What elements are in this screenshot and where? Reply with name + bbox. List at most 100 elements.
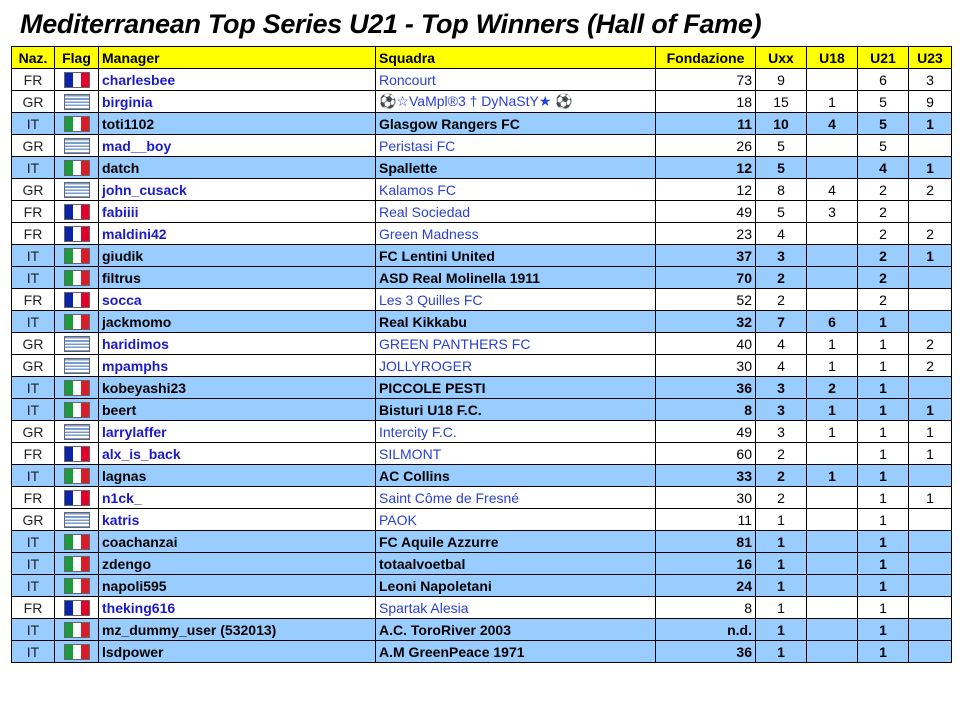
uxx-wins-cell: 8	[755, 178, 807, 201]
team-link[interactable]: A.C. ToroRiver 2003	[375, 618, 656, 641]
team-link[interactable]: Real Sociedad	[375, 200, 656, 223]
team-link[interactable]: Les 3 Quilles FC	[375, 288, 656, 311]
manager-link[interactable]: jackmomo	[98, 310, 376, 333]
team-link[interactable]: FC Aquile Azzurre	[375, 530, 656, 553]
manager-link[interactable]: kobeyashi23	[98, 376, 376, 399]
column-header-u21[interactable]: U21	[857, 46, 909, 69]
team-link[interactable]: FC Lentini United	[375, 244, 656, 267]
manager-link[interactable]: theking616	[98, 596, 376, 619]
uxx-wins-cell: 1	[755, 618, 807, 641]
u21-wins-cell: 1	[857, 464, 909, 487]
u23-wins-cell	[908, 134, 952, 157]
u21-wins-cell: 2	[857, 266, 909, 289]
team-link[interactable]: SILMONT	[375, 442, 656, 465]
team-link[interactable]: Leoni Napoletani	[375, 574, 656, 597]
team-link[interactable]: AC Collins	[375, 464, 656, 487]
team-link[interactable]: Spallette	[375, 156, 656, 179]
manager-link[interactable]: coachanzai	[98, 530, 376, 553]
team-link[interactable]: Real Kikkabu	[375, 310, 656, 333]
u21-wins-cell: 2	[857, 222, 909, 245]
manager-link[interactable]: n1ck_	[98, 486, 376, 509]
manager-link[interactable]: mad__boy	[98, 134, 376, 157]
manager-link[interactable]: filtrus	[98, 266, 376, 289]
u18-wins-cell	[806, 222, 858, 245]
u23-wins-cell: 3	[908, 68, 952, 91]
foundation-cell: 37	[655, 244, 756, 267]
team-link[interactable]: Roncourt	[375, 68, 656, 91]
manager-link[interactable]: socca	[98, 288, 376, 311]
column-header-fondazione[interactable]: Fondazione	[655, 46, 756, 69]
team-link[interactable]: ⚽☆VaMpl®3 † DyNaStY★ ⚽	[375, 90, 656, 113]
manager-link[interactable]: lsdpower	[98, 640, 376, 663]
manager-link[interactable]: alx_is_back	[98, 442, 376, 465]
manager-link[interactable]: datch	[98, 156, 376, 179]
team-link[interactable]: A.M GreenPeace 1971	[375, 640, 656, 663]
flag-gr-icon	[63, 182, 90, 199]
table-row: FR maldini42 Green Madness 23 4 2 2	[11, 222, 952, 245]
manager-link[interactable]: birginia	[98, 90, 376, 113]
manager-link[interactable]: mpamphs	[98, 354, 376, 377]
team-link[interactable]: Peristasi FC	[375, 134, 656, 157]
flag-cell	[54, 640, 99, 663]
flag-fr-icon	[63, 204, 90, 221]
table-row: FR charlesbee Roncourt 73 9 6 3	[11, 68, 952, 91]
manager-link[interactable]: zdengo	[98, 552, 376, 575]
manager-link[interactable]: toti1102	[98, 112, 376, 135]
manager-link[interactable]: charlesbee	[98, 68, 376, 91]
u21-wins-cell: 1	[857, 552, 909, 575]
team-link[interactable]: PICCOLE PESTI	[375, 376, 656, 399]
table-row: FR n1ck_ Saint Côme de Fresné 30 2 1 1	[11, 486, 952, 509]
manager-link[interactable]: beert	[98, 398, 376, 421]
manager-link[interactable]: mz_dummy_user (532013)	[98, 618, 376, 641]
u21-wins-cell: 4	[857, 156, 909, 179]
table-row: IT jackmomo Real Kikkabu 32 7 6 1	[11, 310, 952, 333]
team-link[interactable]: PAOK	[375, 508, 656, 531]
nationality-cell: FR	[11, 288, 55, 311]
foundation-cell: 40	[655, 332, 756, 355]
team-link[interactable]: Kalamos FC	[375, 178, 656, 201]
u21-wins-cell: 6	[857, 68, 909, 91]
team-link[interactable]: JOLLYROGER	[375, 354, 656, 377]
column-header-squadra[interactable]: Squadra	[375, 46, 656, 69]
flag-cell	[54, 178, 99, 201]
team-link[interactable]: Green Madness	[375, 222, 656, 245]
u23-wins-cell	[908, 310, 952, 333]
manager-link[interactable]: maldini42	[98, 222, 376, 245]
nationality-cell: GR	[11, 134, 55, 157]
flag-cell	[54, 596, 99, 619]
team-link[interactable]: Saint Côme de Fresné	[375, 486, 656, 509]
team-link[interactable]: Spartak Alesia	[375, 596, 656, 619]
u18-wins-cell	[806, 134, 858, 157]
column-header-manager[interactable]: Manager	[98, 46, 376, 69]
manager-link[interactable]: katris	[98, 508, 376, 531]
manager-link[interactable]: napoli595	[98, 574, 376, 597]
uxx-wins-cell: 1	[755, 530, 807, 553]
u21-wins-cell: 1	[857, 398, 909, 421]
foundation-cell: 49	[655, 420, 756, 443]
foundation-cell: 30	[655, 354, 756, 377]
column-header-flag[interactable]: Flag	[54, 46, 99, 69]
column-header-u23[interactable]: U23	[908, 46, 952, 69]
manager-link[interactable]: fabiiii	[98, 200, 376, 223]
team-link[interactable]: Bisturi U18 F.C.	[375, 398, 656, 421]
manager-link[interactable]: lagnas	[98, 464, 376, 487]
foundation-cell: 33	[655, 464, 756, 487]
team-link[interactable]: Intercity F.C.	[375, 420, 656, 443]
team-link[interactable]: GREEN PANTHERS FC	[375, 332, 656, 355]
uxx-wins-cell: 2	[755, 442, 807, 465]
team-link[interactable]: Glasgow Rangers FC	[375, 112, 656, 135]
u18-wins-cell	[806, 288, 858, 311]
uxx-wins-cell: 1	[755, 574, 807, 597]
u18-wins-cell: 4	[806, 112, 858, 135]
column-header-naz[interactable]: Naz.	[11, 46, 55, 69]
foundation-cell: 52	[655, 288, 756, 311]
column-header-uxx[interactable]: Uxx	[755, 46, 807, 69]
team-link[interactable]: totaalvoetbal	[375, 552, 656, 575]
manager-link[interactable]: giudik	[98, 244, 376, 267]
team-link[interactable]: ASD Real Molinella 1911	[375, 266, 656, 289]
column-header-u18[interactable]: U18	[806, 46, 858, 69]
manager-link[interactable]: haridimos	[98, 332, 376, 355]
manager-link[interactable]: john_cusack	[98, 178, 376, 201]
u23-wins-cell	[908, 596, 952, 619]
manager-link[interactable]: larrylaffer	[98, 420, 376, 443]
